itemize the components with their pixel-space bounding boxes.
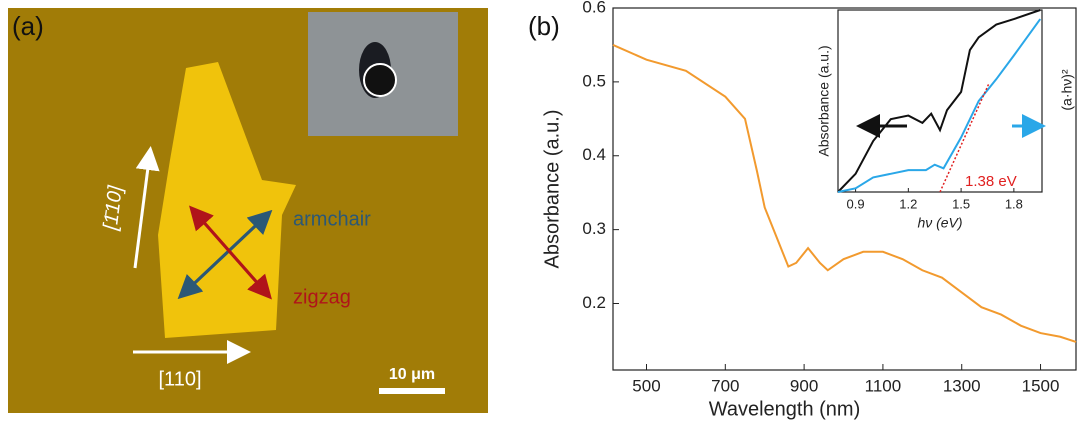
main-chart: 500 700 900 1100 1300 1500 0.2 0.3 0.4 0.5 0.6 Wave… bbox=[541, 0, 1077, 420]
arrow bbox=[133, 146, 160, 269]
x-tick-label: 1.2 bbox=[899, 196, 917, 211]
y-tick-label: 0.2 bbox=[582, 293, 606, 312]
y-axis-label: Absorbance (a.u.) bbox=[816, 45, 832, 156]
y2-axis-label: (a·hν)² bbox=[1059, 69, 1075, 111]
scale-bar bbox=[379, 388, 445, 394]
panel-label: (a) bbox=[12, 11, 44, 41]
data-line bbox=[837, 18, 1042, 193]
x-tick-label: 500 bbox=[632, 376, 660, 395]
x-tick-label: 1300 bbox=[943, 376, 981, 395]
x-axis-label: hν (eV) bbox=[917, 215, 962, 231]
flake bbox=[158, 62, 296, 338]
x-axis-label: Wavelength (nm) bbox=[709, 398, 861, 420]
y-tick-label: 0.3 bbox=[582, 219, 606, 238]
y-axis-label: Absorbance (a.u.) bbox=[541, 110, 563, 269]
x-tick-label: 1.5 bbox=[952, 196, 970, 211]
arrow bbox=[177, 212, 270, 300]
inset-chart: 0.9 1.2 1.5 1.8 hν (eV) Absorbance (a.u.) (a·h… bbox=[816, 9, 1075, 231]
direction-label: [110] bbox=[159, 368, 202, 390]
panel-label: (b) bbox=[528, 11, 560, 41]
inset-background bbox=[835, 10, 1045, 194]
plot-frame bbox=[612, 7, 1077, 371]
x-tick-label: 900 bbox=[790, 376, 818, 395]
spot-circle bbox=[363, 63, 397, 97]
arrow bbox=[189, 205, 270, 296]
annotation: 1.38 eV bbox=[965, 173, 1017, 190]
x-tick-label: 1500 bbox=[1022, 376, 1060, 395]
y-tick-label: 0.4 bbox=[582, 145, 606, 164]
armchair-label: armchair bbox=[293, 208, 371, 230]
x-tick-label: 0.9 bbox=[847, 196, 865, 211]
x-tick-label: 1100 bbox=[865, 376, 902, 395]
data-line bbox=[612, 44, 1077, 343]
y-tick-label: 0.5 bbox=[582, 71, 606, 90]
y-tick-label: 0.6 bbox=[582, 0, 606, 16]
zigzag-label: zigzag bbox=[293, 286, 351, 308]
x-tick-label: 1.8 bbox=[1005, 196, 1023, 211]
x-tick-label: 700 bbox=[711, 376, 739, 395]
scale-label: 10 μm bbox=[389, 366, 435, 383]
